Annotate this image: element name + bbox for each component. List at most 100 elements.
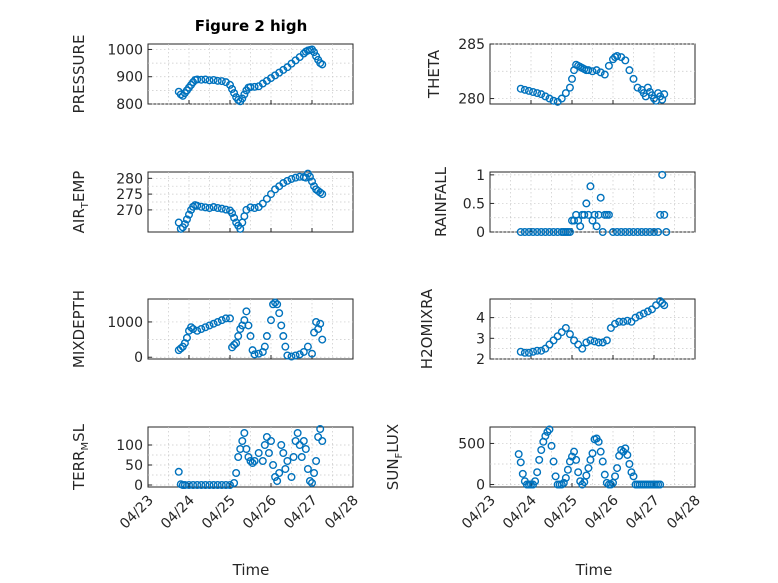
data-point (193, 481, 202, 490)
data-point (656, 210, 665, 219)
y-tick-label: 0.5 (463, 196, 485, 212)
y-tick-label: 1000 (107, 42, 143, 58)
data-point (606, 323, 615, 332)
data-point (557, 480, 566, 489)
x-tick-label: 04/25 (199, 493, 239, 533)
data-point (230, 340, 239, 349)
data-point (242, 307, 251, 316)
data-point (197, 325, 206, 334)
data-point (271, 473, 280, 482)
data-point (598, 457, 607, 466)
data-point (637, 227, 646, 236)
data-point (625, 459, 634, 468)
data-point (658, 299, 667, 308)
data-point (240, 90, 249, 99)
subplot-5: 0 1000 MIXDEPTH (70, 290, 354, 368)
data-point (291, 351, 300, 360)
data-point (275, 309, 284, 318)
data-point (551, 472, 560, 481)
data-point (180, 220, 189, 229)
y-axis-label: TERRMSL (70, 423, 91, 491)
data-point (217, 77, 226, 86)
data-point (217, 316, 226, 325)
x-tick-label: 04/27 (281, 493, 321, 533)
data-point (617, 227, 626, 236)
data-point (225, 314, 234, 323)
data-point (184, 481, 193, 490)
data-point (613, 52, 622, 61)
data-point (633, 227, 642, 236)
data-point (574, 340, 583, 349)
data-point (275, 469, 284, 478)
data-point (230, 479, 239, 488)
data-point (246, 332, 255, 341)
data-point (621, 227, 630, 236)
data-point (613, 227, 622, 236)
data-point (262, 332, 271, 341)
data-point (187, 323, 196, 332)
data-point (643, 307, 652, 316)
data-point (584, 66, 593, 75)
data-point (596, 193, 605, 202)
data-point (289, 453, 298, 462)
data-point (596, 68, 605, 77)
y-tick-label: 800 (116, 97, 143, 113)
data-point (262, 194, 271, 203)
data-point (217, 204, 226, 213)
data-point (283, 351, 292, 360)
subplot-8: 0 500 04/23 04/24 04/25 04/26 04/27 04/28 SUNFLU… (384, 424, 704, 533)
data-point (232, 339, 241, 348)
data-point (228, 209, 237, 218)
data-point (520, 348, 529, 357)
data-point (312, 457, 321, 466)
data-point (248, 459, 257, 468)
data-point (273, 477, 282, 486)
x-tick-label: 04/25 (541, 493, 581, 533)
data-point (209, 319, 218, 328)
data-point (228, 84, 237, 93)
data-point (658, 170, 667, 179)
data-point (588, 449, 597, 458)
y-axis-label: PRESSURE (70, 35, 88, 114)
data-point (570, 447, 579, 456)
y-tick-label: 1 (476, 168, 485, 184)
subplot-6: 2 3 4 H2OMIXRA (418, 288, 696, 369)
data-point (318, 437, 327, 446)
data-point (201, 323, 210, 332)
data-point (291, 173, 300, 182)
data-point (537, 446, 546, 455)
data-point (301, 173, 310, 182)
y-tick-label: 2 (476, 352, 485, 368)
data-point (574, 468, 583, 477)
data-point (541, 344, 550, 353)
data-point (529, 347, 538, 356)
data-point (557, 328, 566, 337)
data-point (295, 441, 304, 450)
data-point (545, 227, 554, 236)
data-point (625, 66, 634, 75)
data-point (201, 75, 210, 84)
data-point (631, 313, 640, 322)
y-tick-label: 4 (476, 311, 485, 327)
y-tick-label: 50 (125, 458, 143, 474)
data-point (264, 449, 273, 458)
x-tick-label: 04/24 (500, 492, 540, 532)
data-point (604, 210, 613, 219)
data-point (617, 446, 626, 455)
data-point (277, 441, 286, 450)
x-tick-label: 04/26 (240, 492, 280, 532)
data-point (197, 202, 206, 211)
data-point (584, 464, 593, 473)
y-tick-label: 0 (476, 225, 485, 241)
data-point (193, 75, 202, 84)
x-tick-label: 04/23 (459, 493, 499, 533)
data-point (209, 203, 218, 212)
data-point (193, 326, 202, 335)
data-point (303, 465, 312, 474)
data-point (531, 477, 540, 486)
data-point (545, 425, 554, 434)
data-point (594, 437, 603, 446)
data-point (590, 337, 599, 346)
data-point (520, 85, 529, 94)
